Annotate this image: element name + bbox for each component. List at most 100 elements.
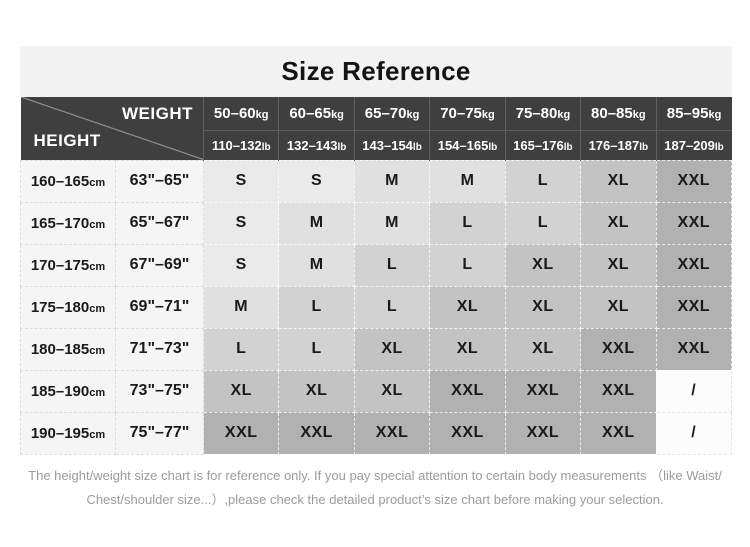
size-cell-1-0: S: [202, 201, 280, 245]
size-cell-5-2: XL: [353, 369, 431, 413]
size-cell-2-6: XXL: [655, 243, 733, 287]
footer-line-2: Chest/shoulder size...）,please check the…: [86, 492, 664, 507]
weight-header-kg-2: 65–70kg: [353, 97, 430, 130]
size-reference-panel: Size Reference WEIGHT HEIGHT 50–60kg 60–6…: [20, 46, 733, 455]
size-cell-2-4: XL: [504, 243, 582, 287]
height-inches-cell: 73"–75": [115, 369, 204, 413]
size-table: WEIGHT HEIGHT 50–60kg 60–65kg 65–70kg 70–75…: [20, 97, 733, 455]
size-cell-4-0: L: [202, 327, 280, 371]
size-table-body: 160–165cm 63"–65" S S M M L XL XXL 165–170cm 65"–6…: [20, 159, 733, 455]
height-cm-cell: 175–180cm: [20, 285, 116, 329]
size-cell-5-5: XXL: [580, 369, 657, 413]
page-title: Size Reference: [281, 56, 471, 86]
size-cell-6-2: XXL: [353, 411, 431, 455]
size-cell-3-4: XL: [504, 285, 582, 329]
weight-header-kg-0: 50–60kg: [202, 97, 279, 130]
size-table-header: WEIGHT HEIGHT 50–60kg 60–65kg 65–70kg 70–75…: [20, 97, 732, 160]
size-cell-3-1: L: [278, 285, 355, 329]
size-cell-1-5: XL: [580, 201, 657, 245]
footer-line-1: The height/weight size chart is for refe…: [28, 468, 722, 483]
height-inches-cell: 63"–65": [115, 159, 204, 203]
size-cell-2-3: L: [429, 243, 506, 287]
size-cell-6-4: XXL: [504, 411, 582, 455]
height-axis-label: HEIGHT: [33, 130, 101, 150]
footer-note: The height/weight size chart is for refe…: [0, 464, 750, 512]
weight-header-kg-5: 80–85kg: [580, 97, 657, 130]
size-cell-3-2: L: [353, 285, 431, 329]
weight-header-kg-1: 60–65kg: [278, 97, 355, 130]
size-cell-0-1: S: [278, 159, 355, 203]
size-cell-6-3: XXL: [429, 411, 506, 455]
size-cell-4-1: L: [278, 327, 355, 371]
size-cell-5-4: XXL: [504, 369, 582, 413]
size-cell-1-1: M: [278, 201, 355, 245]
height-inches-cell: 69"–71": [115, 285, 204, 329]
weight-axis-label: WEIGHT: [122, 104, 193, 123]
height-inches-cell: 67"–69": [115, 243, 204, 287]
height-inches-cell: 71"–73": [115, 327, 204, 371]
size-cell-3-3: XL: [429, 285, 506, 329]
weight-header-lb-0: 110–132lb: [202, 129, 279, 160]
size-cell-3-5: XL: [580, 285, 657, 329]
diagonal-divider-line: [20, 97, 203, 160]
size-cell-3-6: XXL: [655, 285, 733, 329]
size-cell-3-0: M: [202, 285, 280, 329]
size-cell-0-5: XL: [580, 159, 657, 203]
height-cm-cell: 160–165cm: [20, 159, 116, 203]
height-inches-cell: 75"–77": [115, 411, 204, 455]
size-cell-4-6: XXL: [655, 327, 733, 371]
weight-header-kg-4: 75–80kg: [504, 97, 581, 130]
corner-header-cell: WEIGHT HEIGHT: [20, 97, 204, 160]
weight-lb-row: 110–132lb 132–143lb 143–154lb 154–165lb 165–…: [21, 129, 732, 160]
size-cell-1-3: L: [429, 201, 506, 245]
table-row-1: 165–170cm 65"–67" S M M L L XL XXL: [20, 201, 733, 245]
table-row-5: 185–190cm 73"–75" XL XL XL XXL XXL XXL /: [20, 369, 733, 413]
table-row-0: 160–165cm 63"–65" S S M M L XL XXL: [20, 159, 733, 203]
size-cell-5-3: XXL: [429, 369, 506, 413]
weight-kg-row: WEIGHT HEIGHT 50–60kg 60–65kg 65–70kg 70–75…: [20, 97, 732, 160]
size-cell-5-0: XL: [202, 369, 280, 413]
size-cell-6-6: /: [655, 411, 733, 455]
size-cell-0-3: M: [429, 159, 506, 203]
height-cm-cell: 165–170cm: [20, 201, 116, 245]
title-band: Size Reference: [20, 46, 732, 97]
height-cm-cell: 190–195cm: [20, 411, 116, 455]
size-cell-5-1: XL: [278, 369, 355, 413]
size-cell-4-4: XL: [504, 327, 582, 371]
size-cell-2-1: M: [278, 243, 355, 287]
height-cm-cell: 180–185cm: [20, 327, 116, 371]
size-cell-0-2: M: [353, 159, 431, 203]
size-cell-1-2: M: [353, 201, 431, 245]
height-cm-cell: 185–190cm: [20, 369, 116, 413]
size-cell-6-0: XXL: [202, 411, 280, 455]
size-cell-5-6: /: [655, 369, 733, 413]
size-cell-4-2: XL: [353, 327, 431, 371]
size-cell-2-0: S: [202, 243, 280, 287]
size-cell-0-0: S: [202, 159, 280, 203]
weight-header-kg-3: 70–75kg: [429, 97, 506, 130]
weight-header-lb-2: 143–154lb: [353, 129, 430, 160]
size-cell-1-6: XXL: [655, 201, 733, 245]
size-cell-4-3: XL: [429, 327, 506, 371]
table-row-4: 180–185cm 71"–73" L L XL XL XL XXL XXL: [20, 327, 733, 371]
weight-header-lb-5: 176–187lb: [580, 129, 657, 160]
size-cell-4-5: XXL: [580, 327, 657, 371]
weight-header-kg-6: 85–95kg: [655, 97, 732, 130]
table-row-3: 175–180cm 69"–71" M L L XL XL XL XXL: [20, 285, 733, 329]
size-cell-0-6: XXL: [655, 159, 733, 203]
size-cell-2-5: XL: [580, 243, 657, 287]
size-cell-2-2: L: [353, 243, 431, 287]
height-cm-cell: 170–175cm: [20, 243, 116, 287]
table-row-2: 170–175cm 67"–69" S M L L XL XL XXL: [20, 243, 733, 287]
weight-header-lb-4: 165–176lb: [504, 129, 581, 160]
height-inches-cell: 65"–67": [115, 201, 204, 245]
size-cell-6-1: XXL: [278, 411, 355, 455]
weight-header-lb-3: 154–165lb: [429, 129, 506, 160]
weight-header-lb-6: 187–209lb: [655, 129, 732, 160]
size-cell-6-5: XXL: [580, 411, 657, 455]
weight-header-lb-1: 132–143lb: [278, 129, 355, 160]
size-cell-0-4: L: [504, 159, 582, 203]
table-row-6: 190–195cm 75"–77" XXL XXL XXL XXL XXL XXL /: [20, 411, 733, 455]
size-cell-1-4: L: [504, 201, 582, 245]
